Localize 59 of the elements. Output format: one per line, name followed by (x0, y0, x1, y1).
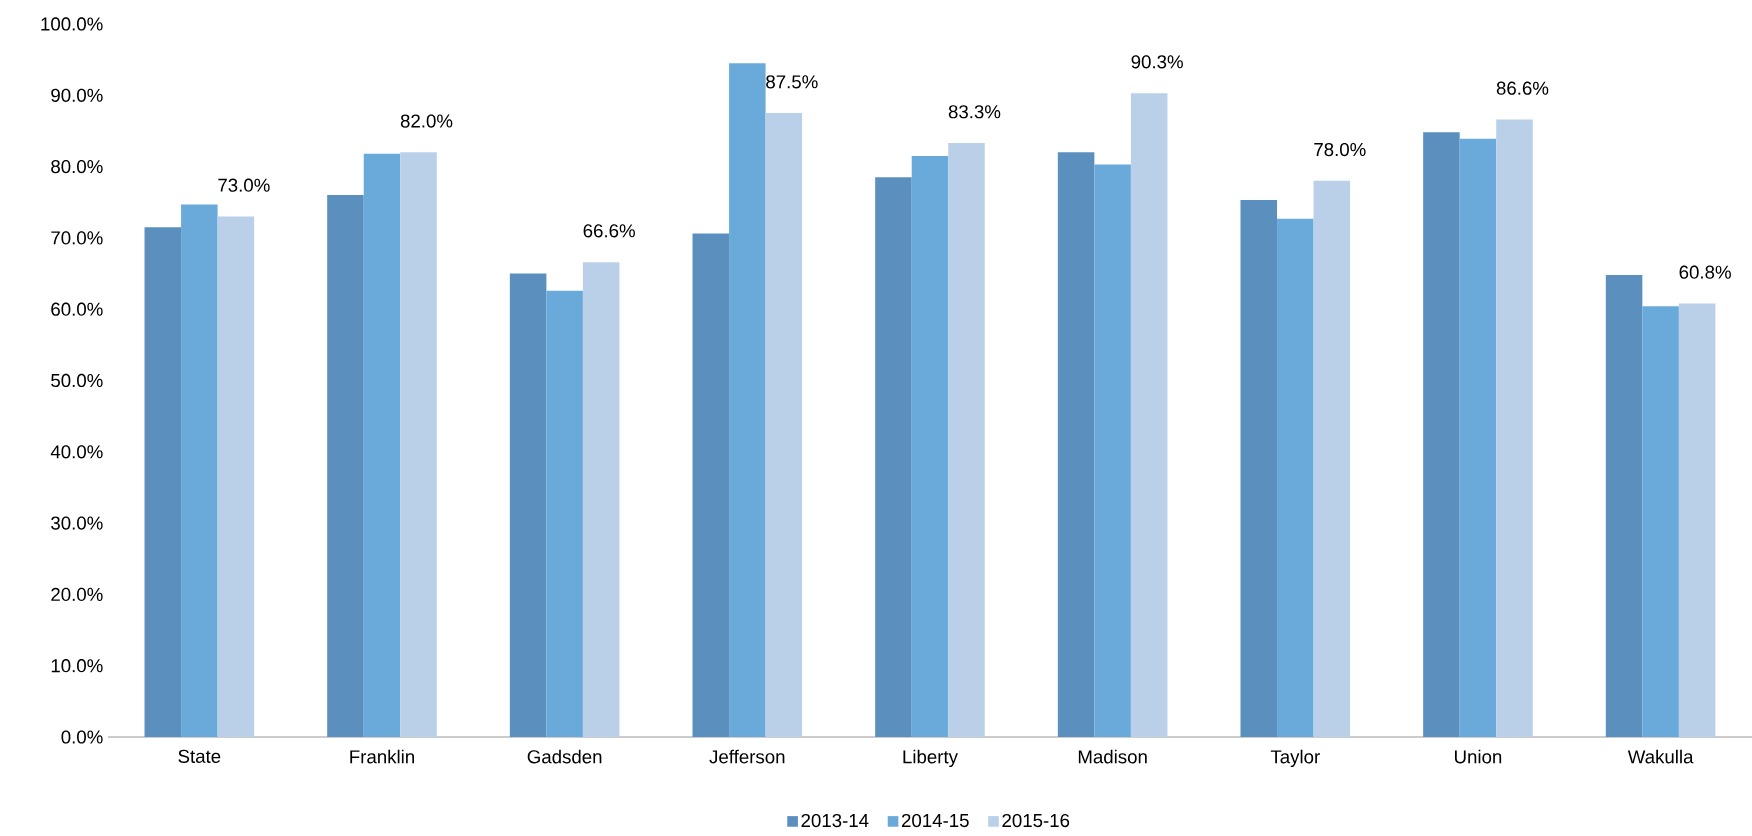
data-label: 78.0% (1314, 142, 1366, 157)
data-label: 73.0% (218, 178, 270, 192)
legend-label: 2015-16 (1002, 813, 1070, 828)
x-tick-label: Madison (1078, 749, 1147, 764)
x-tick-label: State (178, 749, 221, 763)
y-tick-label: 90.0% (51, 88, 103, 102)
y-tick-label: 10.0% (51, 659, 103, 673)
bar (546, 290, 583, 737)
bar (729, 63, 766, 737)
y-tick-label: 50.0% (51, 373, 103, 388)
bar (1277, 218, 1314, 737)
y-tick-label: 60.0% (51, 302, 103, 316)
data-label: 87.5% (766, 75, 818, 89)
bar (1423, 132, 1460, 737)
data-label: 83.3% (948, 105, 1001, 119)
bar (363, 153, 401, 737)
legend-label: 2013-14 (801, 813, 869, 828)
x-tick-label: Gadsden (527, 749, 602, 764)
bar (1459, 138, 1497, 737)
bar (875, 177, 912, 737)
bar (509, 273, 547, 737)
y-tick-label: 20.0% (51, 587, 103, 602)
bar (1496, 119, 1533, 737)
bar (765, 113, 803, 737)
bar (1240, 200, 1278, 737)
bar (1678, 303, 1716, 737)
y-tick-label: 70.0% (51, 231, 103, 245)
bar (400, 152, 437, 737)
bar (1642, 306, 1679, 737)
bar (217, 216, 255, 737)
data-label: 82.0% (400, 114, 453, 128)
x-tick-label: Union (1455, 749, 1502, 764)
data-label: 66.6% (583, 224, 635, 238)
data-label: 86.6% (1496, 81, 1549, 95)
bar (1057, 152, 1095, 737)
bar (181, 204, 218, 737)
x-tick-label: Jefferson (709, 749, 785, 764)
x-tick-label: Franklin (350, 749, 414, 764)
bar (1094, 164, 1131, 737)
bar (1605, 274, 1643, 737)
data-label: 90.3% (1131, 55, 1183, 69)
bar (692, 233, 730, 737)
x-tick-label: Taylor (1270, 749, 1320, 768)
y-tick-label: 80.0% (51, 159, 103, 174)
bar (144, 227, 182, 737)
data-label: 60.8% (1679, 265, 1731, 279)
y-tick-label: 40.0% (50, 445, 103, 459)
bar (948, 143, 985, 737)
x-tick-label: Liberty (903, 749, 958, 768)
bar (327, 195, 364, 737)
legend-label: 2014-15 (901, 813, 969, 828)
bar (911, 155, 949, 737)
y-tick-label: 100.0% (41, 17, 103, 31)
y-tick-label: 30.0% (51, 516, 103, 530)
bar (1313, 180, 1351, 737)
bar (582, 262, 620, 737)
bar (1130, 93, 1168, 737)
y-tick-label: 0.0% (61, 730, 103, 744)
x-tick-label: Wakulla (1627, 749, 1694, 764)
